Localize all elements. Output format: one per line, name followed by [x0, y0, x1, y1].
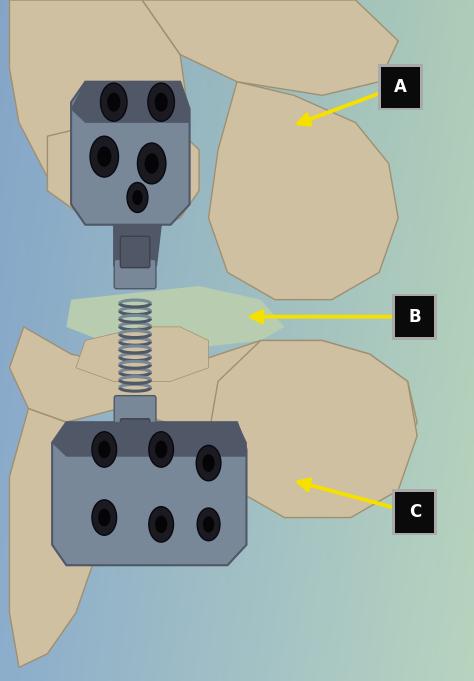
Circle shape [137, 143, 166, 184]
FancyBboxPatch shape [378, 64, 423, 110]
Polygon shape [52, 422, 246, 565]
FancyBboxPatch shape [395, 492, 434, 533]
Circle shape [155, 516, 167, 533]
Polygon shape [71, 82, 190, 123]
Polygon shape [76, 327, 209, 381]
Polygon shape [66, 286, 284, 347]
Polygon shape [209, 340, 417, 518]
FancyBboxPatch shape [392, 294, 437, 340]
Circle shape [202, 454, 215, 472]
Circle shape [127, 183, 148, 212]
Polygon shape [47, 123, 199, 232]
Polygon shape [52, 422, 246, 456]
FancyBboxPatch shape [120, 419, 150, 452]
Circle shape [149, 507, 173, 542]
Circle shape [145, 153, 159, 174]
Circle shape [155, 93, 168, 112]
FancyBboxPatch shape [381, 67, 420, 108]
Circle shape [90, 136, 118, 177]
Polygon shape [209, 82, 398, 300]
Circle shape [97, 146, 111, 167]
Polygon shape [142, 0, 398, 95]
FancyBboxPatch shape [114, 259, 156, 289]
Circle shape [132, 190, 143, 205]
Circle shape [203, 516, 214, 533]
Circle shape [107, 93, 120, 112]
Circle shape [98, 509, 110, 526]
FancyBboxPatch shape [114, 396, 156, 425]
FancyBboxPatch shape [120, 236, 150, 268]
Polygon shape [9, 0, 190, 204]
FancyBboxPatch shape [392, 489, 437, 535]
Circle shape [196, 445, 221, 481]
Circle shape [197, 508, 220, 541]
Text: B: B [409, 308, 421, 326]
Polygon shape [71, 82, 190, 225]
Circle shape [148, 83, 174, 121]
Circle shape [149, 432, 173, 467]
Polygon shape [114, 225, 161, 272]
Text: C: C [409, 503, 421, 521]
Text: A: A [394, 78, 407, 96]
FancyBboxPatch shape [395, 296, 434, 337]
Polygon shape [9, 409, 104, 667]
Polygon shape [123, 422, 171, 446]
Polygon shape [9, 327, 417, 504]
Circle shape [98, 441, 110, 458]
Circle shape [92, 500, 117, 535]
Circle shape [100, 83, 127, 121]
Circle shape [92, 432, 117, 467]
Circle shape [155, 441, 167, 458]
